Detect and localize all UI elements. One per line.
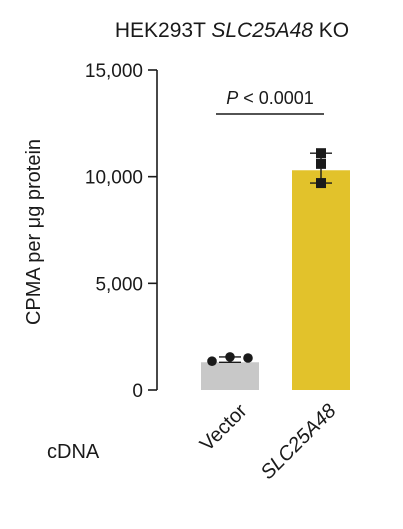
chart-title-prefix: HEK293T <box>115 19 206 42</box>
y-tick-label: 15,000 <box>85 61 143 82</box>
y-tick-label: 0 <box>132 381 143 402</box>
data-point-slc25a48 <box>316 158 326 169</box>
data-point-vector <box>243 353 253 363</box>
cdna-label: cDNA <box>47 441 100 463</box>
data-point-slc25a48 <box>316 178 326 189</box>
chart-title-gene: SLC25A48 <box>211 19 313 42</box>
bar-slc25a48 <box>292 170 350 390</box>
p-value-letter: P <box>226 88 238 108</box>
data-points <box>207 148 326 367</box>
x-category-label: SLC25A48 <box>257 400 341 484</box>
data-point-vector <box>225 352 235 362</box>
y-tick-label: 10,000 <box>85 168 143 189</box>
x-category-label: Vector <box>196 400 252 456</box>
chart-title-suffix: KO <box>319 19 349 42</box>
x-axis-labels: Vector SLC25A48 <box>196 400 341 484</box>
y-tick-label: 5,000 <box>95 274 143 295</box>
bar-vector <box>201 362 259 390</box>
bars <box>201 170 350 390</box>
y-axis-ticks: 0 5,000 10,000 15,000 <box>85 61 157 402</box>
y-axis-title: CPMA per μg protein <box>23 139 45 325</box>
data-point-vector <box>207 356 217 367</box>
chart-title: HEK293T SLC25A48 KO <box>115 19 349 42</box>
p-value-text: < 0.0001 <box>238 88 314 108</box>
data-point-slc25a48 <box>316 148 326 159</box>
p-value-annotation: P < 0.0001 <box>226 88 314 108</box>
